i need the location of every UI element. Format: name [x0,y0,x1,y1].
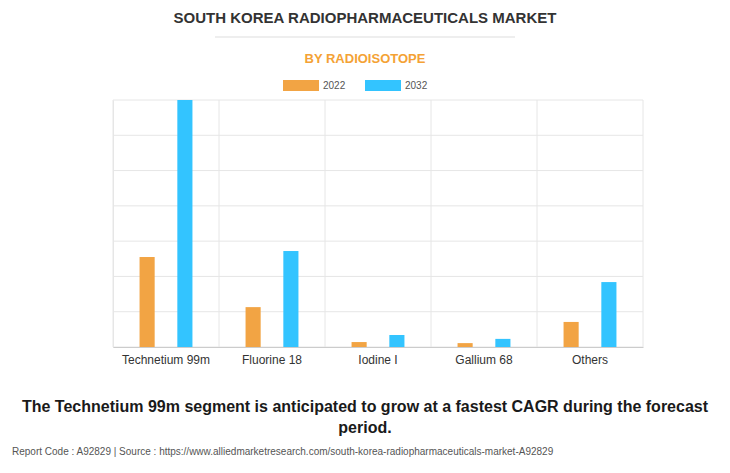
x-tick-label: Others [572,353,608,367]
bar [458,343,473,347]
title: SOUTH KOREA RADIOPHARMACEUTICALS MARKET [174,9,557,26]
category-divider [643,100,644,347]
grid-line [113,100,643,101]
legend-swatch [365,80,401,91]
category-divider [431,100,432,347]
bar [352,342,367,347]
x-axis: Technetium 99m Fluorine 18 Iodine I Gallium… [114,347,644,367]
y-axis-line [113,101,114,348]
x-tick: Fluorine 18 [242,347,302,367]
bar [495,339,510,347]
footer: Report Code : A92829 | Source : https://… [12,446,553,457]
grid-line [113,135,643,136]
x-tick-label: Gallium 68 [455,353,513,367]
legend: 2022 2032 [283,80,428,91]
bar [389,335,404,347]
x-tick: Others [572,347,608,367]
category-divider [325,100,326,347]
grid-line [113,311,643,312]
title-rule [215,37,515,38]
grid-line [113,241,643,242]
annotation: The Technetium 99m segment is anticipate… [20,396,710,438]
bar [601,282,616,347]
grid [113,100,643,347]
legend-label: 2022 [323,80,346,91]
grid-line [113,347,643,348]
plot: Technetium 99m Fluorine 18 Iodine I Gallium… [113,100,644,367]
x-tick: Technetium 99m [122,347,210,367]
x-axis-line [114,347,644,348]
x-tick-label: Fluorine 18 [242,353,302,367]
category-divider [113,100,114,347]
bars [140,100,617,347]
bar [283,251,298,347]
chart: SOUTH KOREA RADIOPHARMACEUTICALS MARKET B… [0,0,730,473]
grid-line [113,276,643,277]
x-tick-label: Technetium 99m [122,353,210,367]
x-tick: Gallium 68 [455,347,513,367]
subtitle: BY RADIOISOTOPE [305,51,426,66]
bar [564,322,579,347]
bar [177,100,192,347]
bar [246,307,261,347]
bar [140,257,155,347]
grid-line [113,205,643,206]
legend-swatch [283,80,319,91]
y-axis [113,101,115,348]
grid-line [113,170,643,171]
x-tick: Iodine I [358,347,397,367]
x-tick-label: Iodine I [358,353,397,367]
category-divider [537,100,538,347]
category-divider [219,100,220,347]
legend-label: 2032 [405,80,428,91]
